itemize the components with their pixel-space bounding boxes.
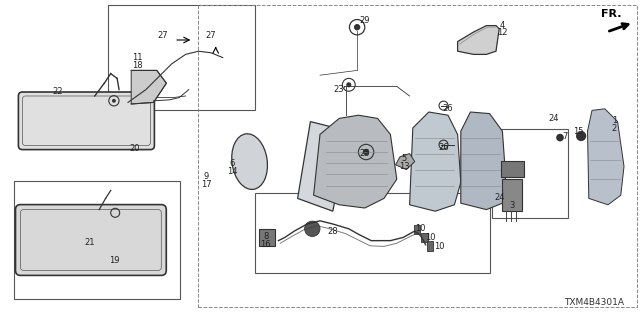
Text: 13: 13 [399, 162, 410, 171]
Polygon shape [298, 122, 349, 211]
Polygon shape [461, 112, 506, 210]
Text: 20: 20 [129, 144, 140, 153]
Text: TXM4B4301A: TXM4B4301A [564, 298, 624, 307]
Text: 24: 24 [494, 193, 504, 202]
Text: 4: 4 [500, 21, 505, 30]
Text: 29: 29 [360, 16, 370, 25]
Circle shape [556, 134, 564, 141]
Text: 1: 1 [612, 116, 617, 124]
Text: 5: 5 [402, 154, 407, 163]
Text: 6: 6 [230, 159, 235, 168]
Text: 24: 24 [548, 114, 559, 123]
Polygon shape [410, 112, 461, 211]
Text: 10: 10 [415, 224, 426, 233]
Text: 10: 10 [435, 242, 445, 251]
Bar [14, 181, 180, 299]
Text: 23: 23 [334, 85, 344, 94]
Text: 21: 21 [84, 238, 95, 247]
Polygon shape [396, 154, 415, 170]
Bar [198, 5, 637, 307]
Text: FR.: FR. [601, 9, 621, 20]
Text: 26: 26 [443, 104, 453, 113]
Bar [421, 233, 428, 242]
Circle shape [112, 99, 116, 103]
Text: 26: 26 [438, 143, 449, 152]
Text: 2: 2 [612, 124, 617, 132]
Text: 15: 15 [573, 127, 583, 136]
Circle shape [354, 24, 360, 30]
Bar [501, 161, 524, 177]
Polygon shape [314, 115, 397, 208]
Text: 14: 14 [227, 167, 237, 176]
Text: 7: 7 [563, 132, 568, 140]
Circle shape [363, 149, 369, 155]
Polygon shape [588, 109, 624, 205]
Bar [259, 229, 275, 246]
Text: 27: 27 [158, 31, 168, 40]
Ellipse shape [232, 134, 268, 189]
Text: 12: 12 [497, 28, 508, 36]
Bar [108, 5, 255, 110]
Text: 3: 3 [509, 201, 515, 210]
FancyBboxPatch shape [19, 92, 154, 150]
Bar [492, 129, 568, 218]
Text: 11: 11 [132, 53, 143, 62]
Text: 28: 28 [328, 227, 338, 236]
Text: 8: 8 [263, 232, 268, 241]
Polygon shape [458, 26, 499, 54]
Circle shape [305, 221, 320, 236]
Circle shape [346, 82, 351, 87]
Text: 16: 16 [260, 240, 271, 249]
Text: 19: 19 [109, 256, 119, 265]
Bar [502, 179, 522, 211]
Text: 10: 10 [425, 233, 435, 242]
Text: 18: 18 [132, 61, 143, 70]
Bar [414, 225, 420, 234]
Bar [427, 241, 433, 251]
Bar [255, 193, 490, 273]
Text: 27: 27 [206, 31, 216, 40]
Text: 17: 17 [201, 180, 211, 188]
Text: 9: 9 [204, 172, 209, 180]
Polygon shape [131, 70, 166, 104]
Text: 22: 22 [52, 87, 63, 96]
FancyBboxPatch shape [15, 204, 166, 276]
Circle shape [576, 131, 586, 141]
Text: 25: 25 [360, 149, 370, 158]
